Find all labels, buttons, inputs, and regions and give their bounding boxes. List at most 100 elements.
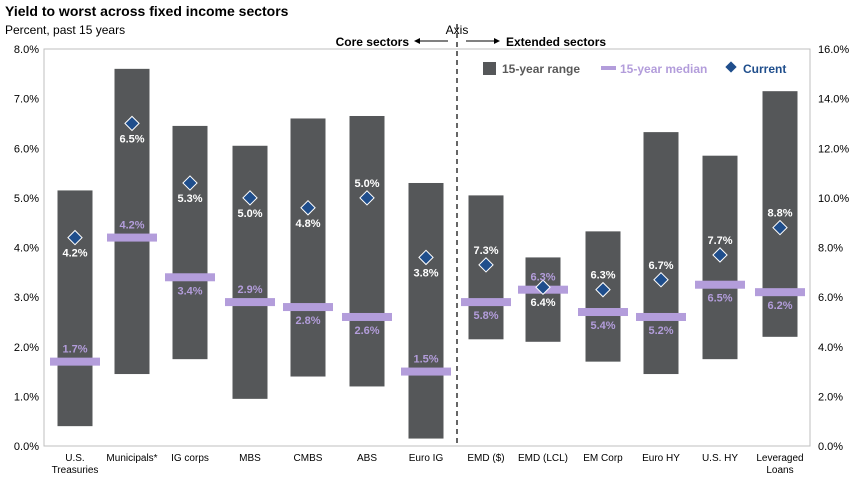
range-bar [643,132,679,375]
right-tick-label: 8.0% [818,243,843,255]
median-mark [225,298,275,307]
category-label: CMBS [294,453,323,464]
category-label: U.S. Treasuries [52,453,99,476]
left-tick-label: 0.0% [14,441,39,453]
current-mark [418,249,434,266]
current-label: 6.4% [530,297,555,309]
current-mark [772,219,788,236]
left-tick-label: 6.0% [14,143,39,155]
median-mark [695,280,745,289]
left-arrow-icon [414,38,420,44]
current-mark [595,281,611,298]
median-label: 5.4% [590,320,615,332]
current-mark [300,200,316,216]
current-mark [67,229,83,246]
median-label: 2.6% [354,325,379,337]
left-tick-label: 5.0% [14,193,39,205]
current-mark [124,115,140,132]
range-bar [57,190,93,427]
current-mark [653,271,669,288]
legend-median-swatch [601,66,616,70]
current-label: 8.8% [767,208,792,220]
current-label: 4.8% [295,218,320,230]
axis-note-label: Axis [446,23,469,37]
right-axis: 0.0% 2.0% 4.0% 6.0% 8.0% 10.0% 12.0% 14.0% 16.0% [818,44,849,453]
median-mark [755,288,805,297]
range-bar [290,118,326,377]
current-label: 5.3% [177,193,202,205]
left-tick-label: 4.0% [14,243,39,255]
category-label: ABS [357,453,377,464]
median-mark [107,233,157,242]
category-label-part: IG corps [171,453,209,464]
right-arrow-icon [494,38,500,44]
median-mark [636,312,686,321]
category-label-part: U.S. HY [702,453,738,464]
category-label-part: Euro IG [409,453,444,464]
category-label: Municipals* [106,453,157,464]
right-tick-label: 16.0% [818,44,849,56]
median-mark [461,298,511,307]
median-label: 1.5% [413,354,438,366]
median-label: 5.8% [473,310,498,322]
median-label: 1.7% [62,344,87,356]
category-label-part: U.S. [65,453,84,464]
median-label: 6.5% [707,293,732,305]
right-tick-label: 10.0% [818,193,849,205]
category-label: EMD (LCL) [518,453,568,464]
core-sectors-label: Core sectors [336,35,410,49]
median-label: 3.4% [177,285,202,297]
median-mark [283,303,333,312]
left-tick-label: 1.0% [14,391,39,403]
median-label: 4.2% [119,220,144,232]
legend-median-label: 15-year median [620,62,707,76]
range-bar [349,115,385,387]
category-label: U.S. HY [702,453,738,464]
current-label: 7.3% [473,245,498,257]
median-mark [165,273,215,282]
left-tick-label: 7.0% [14,94,39,106]
category-label: MBS [239,453,261,464]
current-label: 4.2% [62,248,87,260]
category-label-part: Municipals* [106,453,157,464]
range-bar [408,182,444,439]
current-marks [67,115,788,298]
legend-current-swatch [725,61,737,73]
legend-current-label: Current [743,62,786,76]
median-mark [578,308,628,317]
category-label: Euro IG [409,453,444,464]
current-mark [182,175,198,191]
category-label: EMD ($) [467,453,504,464]
category-label-part: EMD (LCL) [518,453,568,464]
median-mark [401,367,451,376]
legend: 15-year range 15-year median Current [483,61,786,76]
category-label-part: EM Corp [583,453,623,464]
legend-range-label: 15-year range [502,62,580,76]
range-bar [525,257,561,342]
median-label: 5.2% [648,325,673,337]
category-label: Euro HY [642,453,680,464]
category-label-part: Euro HY [642,453,680,464]
range-bar [172,125,208,360]
current-label: 5.0% [354,178,379,190]
median-mark [50,357,100,366]
category-label-part: ABS [357,453,377,464]
median-label: 2.8% [295,315,320,327]
chart-title: Yield to worst across fixed income secto… [5,3,289,19]
chart-subtitle: Percent, past 15 years [5,23,125,37]
median-mark [342,312,392,321]
current-mark [478,257,494,273]
median-label: 2.9% [237,284,262,296]
right-tick-label: 4.0% [818,342,843,354]
left-tick-label: 8.0% [14,44,39,56]
plot-frame [43,48,811,447]
category-label-part: Leveraged [756,453,803,464]
data-labels: 4.2% 1.7% 6.5% 4.2% 5.3% 3.4% 5.0% 2.9% 4.8% 2.8%… [62,133,792,365]
category-label-part: CMBS [294,453,323,464]
left-axis: 0.0% 1.0% 2.0% 3.0% 4.0% 5.0% 6.0% 7.0% 8.0% [14,44,39,453]
current-mark [712,247,728,263]
right-tick-label: 14.0% [818,94,849,106]
category-label-part: Loans [766,465,793,476]
current-label: 6.5% [119,133,144,145]
